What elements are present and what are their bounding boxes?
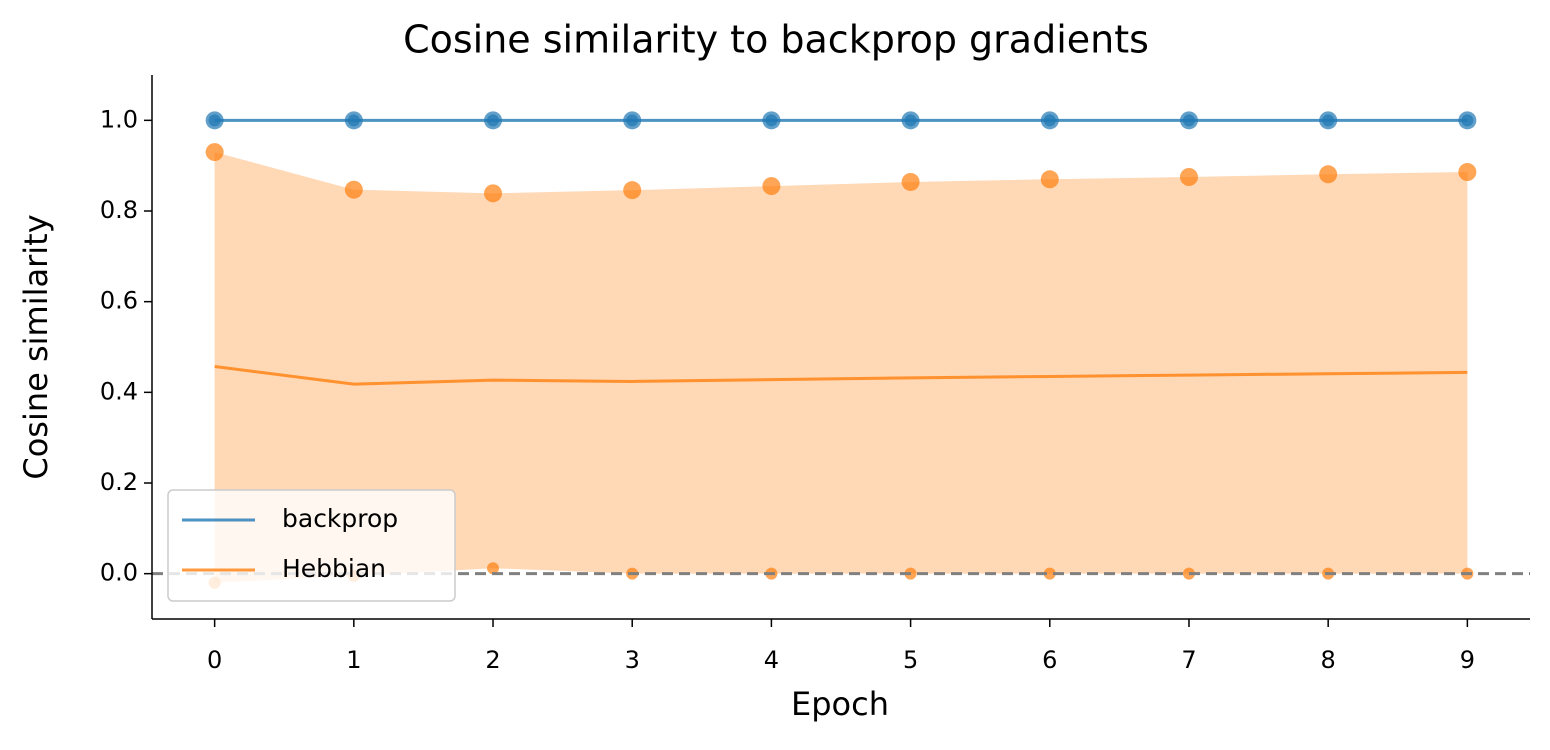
- x-tick-label: 6: [1042, 646, 1057, 674]
- y-tick-label: 0.8: [100, 196, 138, 224]
- legend-box: [167, 489, 456, 602]
- min-marker: [1182, 114, 1195, 127]
- y-tick-label: 0.4: [100, 377, 138, 405]
- y-tick-label: 0.6: [100, 287, 138, 315]
- min-marker: [1322, 114, 1335, 127]
- y-tick-label: 0.0: [100, 559, 138, 587]
- y-tick-label: 1.0: [100, 105, 138, 133]
- min-marker: [1043, 114, 1056, 127]
- min-marker: [904, 114, 917, 127]
- min-marker: [208, 114, 221, 127]
- legend-label: Hebbian: [282, 554, 386, 583]
- x-tick-label: 4: [764, 646, 779, 674]
- x-tick-label: 7: [1181, 646, 1196, 674]
- min-marker: [487, 114, 500, 127]
- max-marker: [623, 181, 642, 200]
- x-tick-label: 9: [1460, 646, 1475, 674]
- mean-line: [214, 365, 1468, 386]
- legend-label: backprop: [282, 504, 398, 533]
- x-axis-label: Epoch: [791, 685, 889, 723]
- min-marker: [626, 114, 639, 127]
- max-marker: [1179, 168, 1198, 186]
- x-tick-label: 0: [207, 646, 222, 674]
- max-marker: [1458, 163, 1477, 182]
- x-tick-label: 5: [903, 646, 918, 674]
- max-marker: [344, 180, 363, 199]
- min-marker: [765, 114, 778, 127]
- max-marker: [901, 172, 920, 191]
- max-marker: [205, 143, 224, 162]
- max-marker: [1040, 170, 1059, 189]
- min-marker: [1182, 567, 1195, 580]
- min-marker: [487, 562, 500, 575]
- y-tick-label: 0.2: [100, 468, 138, 496]
- max-marker: [484, 184, 503, 203]
- max-marker: [1319, 165, 1338, 184]
- x-tick-label: 2: [485, 646, 500, 674]
- x-tick-label: 1: [346, 646, 361, 674]
- min-marker: [1461, 114, 1474, 127]
- max-marker: [762, 177, 781, 196]
- x-tick-label: 8: [1321, 646, 1336, 674]
- range-band: [214, 152, 1468, 583]
- min-marker: [347, 114, 360, 127]
- chart-title: Cosine similarity to backprop gradients: [403, 18, 1149, 62]
- x-tick-label: 3: [625, 646, 640, 674]
- y-axis-label: Cosine similarity: [17, 214, 55, 479]
- min-marker: [1043, 567, 1056, 580]
- legend: backprop Hebbian: [167, 489, 456, 602]
